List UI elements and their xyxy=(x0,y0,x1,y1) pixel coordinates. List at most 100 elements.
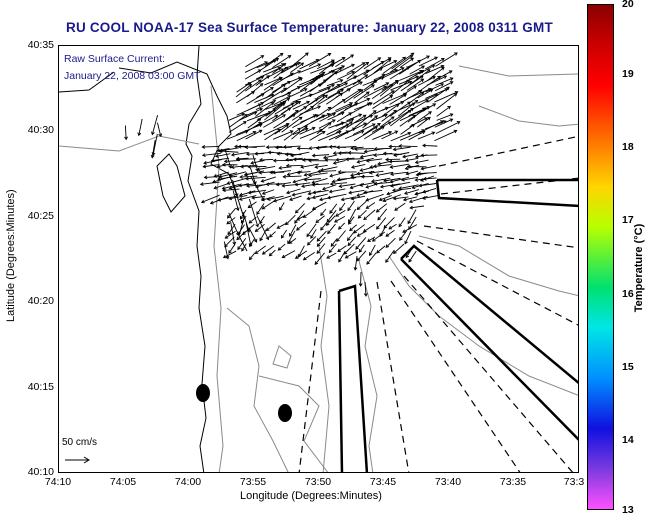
current-vector xyxy=(336,112,353,123)
current-vector xyxy=(265,83,287,99)
current-vector xyxy=(210,157,230,163)
current-vector xyxy=(347,150,366,155)
current-vector xyxy=(246,93,265,105)
current-vector xyxy=(356,230,367,237)
current-vector xyxy=(272,72,294,87)
current-vector xyxy=(306,223,317,238)
current-vector xyxy=(380,116,395,128)
current-vector xyxy=(245,55,265,68)
y-tick: 40:15 xyxy=(27,381,54,393)
current-vector xyxy=(328,121,345,129)
colorbar-tick: 20 xyxy=(622,0,634,10)
current-vector xyxy=(350,195,366,201)
current-vector xyxy=(320,222,327,231)
current-vector xyxy=(365,193,384,202)
current-vector xyxy=(417,116,431,128)
current-vector xyxy=(255,114,279,127)
current-vector xyxy=(338,222,346,230)
current-vector xyxy=(385,249,395,263)
current-vector xyxy=(217,195,238,202)
current-vector xyxy=(255,75,270,86)
current-vector xyxy=(414,159,429,165)
current-vector xyxy=(238,183,256,188)
current-vector xyxy=(311,153,330,158)
bay-outline xyxy=(156,153,186,213)
current-vector xyxy=(419,175,435,182)
current-vector xyxy=(353,147,374,151)
current-vector xyxy=(245,122,263,133)
current-vector xyxy=(408,250,417,263)
current-vector xyxy=(394,202,406,211)
current-vector xyxy=(202,164,220,169)
current-vector xyxy=(282,144,301,149)
radar-box-southeast xyxy=(400,244,578,441)
current-vector xyxy=(359,182,375,187)
current-vector xyxy=(388,223,397,230)
current-vector xyxy=(375,203,388,213)
current-vector xyxy=(265,182,283,187)
current-vector xyxy=(235,83,253,98)
current-vector xyxy=(378,195,392,202)
current-vector xyxy=(267,150,283,155)
current-vector xyxy=(327,193,347,200)
current-vector xyxy=(373,147,392,151)
x-tick: 73:50 xyxy=(304,476,332,488)
colorbar-tick: 18 xyxy=(622,141,634,153)
current-vector xyxy=(236,123,263,136)
current-vector xyxy=(426,66,445,82)
current-vector xyxy=(273,97,291,110)
current-vector xyxy=(326,79,344,87)
current-vector xyxy=(226,217,236,225)
current-vector xyxy=(363,60,385,76)
current-vector xyxy=(350,163,366,169)
current-vector xyxy=(408,130,426,141)
map-canvas xyxy=(59,46,578,472)
current-vector xyxy=(368,170,384,175)
colorbar-tick: 13 xyxy=(622,504,634,516)
current-vector xyxy=(389,101,411,117)
current-vector xyxy=(365,158,383,163)
current-vector xyxy=(435,77,454,86)
current-vector xyxy=(245,129,263,140)
current-vector xyxy=(288,238,297,244)
current-vector xyxy=(436,113,454,121)
x-tick: 74:05 xyxy=(109,476,137,488)
current-vector xyxy=(242,211,251,233)
current-vector xyxy=(409,205,425,210)
current-vector xyxy=(334,63,355,75)
current-vector xyxy=(434,118,454,128)
current-vector xyxy=(422,143,438,148)
current-vector xyxy=(244,79,262,92)
current-vector xyxy=(299,126,316,135)
current-vector xyxy=(286,188,301,195)
current-vector xyxy=(337,170,357,174)
current-vector xyxy=(371,121,392,133)
current-vector xyxy=(325,82,349,94)
station-marker xyxy=(278,404,292,422)
current-vector xyxy=(338,183,356,189)
y-tick: 40:35 xyxy=(27,39,54,51)
x-tick: 74:10 xyxy=(44,476,72,488)
current-vector xyxy=(250,176,265,202)
current-vector xyxy=(318,91,341,105)
current-vector xyxy=(285,214,296,226)
current-vector xyxy=(273,113,296,129)
current-vector xyxy=(248,227,258,243)
current-vector xyxy=(236,130,257,142)
current-vector xyxy=(228,114,248,128)
current-vector xyxy=(290,88,308,97)
current-vector xyxy=(250,159,265,165)
current-vector xyxy=(201,152,221,158)
current-vector xyxy=(217,175,238,181)
colorbar-tick: 17 xyxy=(622,214,634,226)
current-vector xyxy=(435,52,458,67)
current-vector xyxy=(346,61,370,80)
current-vector xyxy=(401,176,418,182)
current-vector xyxy=(228,244,236,254)
current-vector xyxy=(274,102,295,115)
current-vector xyxy=(245,223,253,247)
current-vector xyxy=(318,83,336,92)
x-axis-label: Longitude (Degrees:Minutes) xyxy=(240,490,382,502)
current-vector xyxy=(256,215,270,241)
current-vector xyxy=(418,56,439,67)
